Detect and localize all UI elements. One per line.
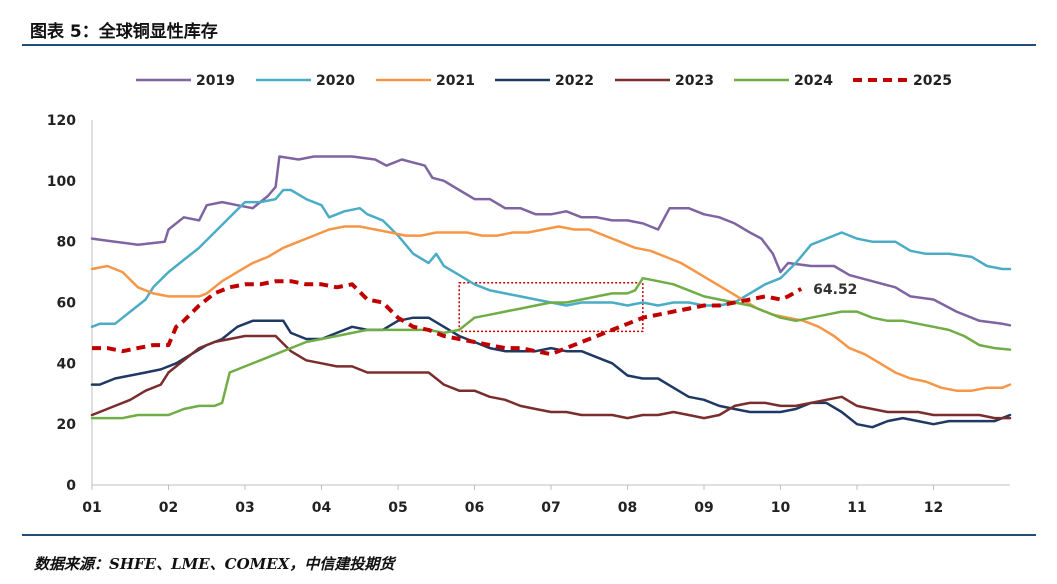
highlight-box <box>458 281 644 333</box>
y-tick-label: 40 <box>57 356 77 372</box>
y-tick-label: 120 <box>47 113 76 129</box>
series-line-2024 <box>90 276 1012 420</box>
series-line-2022 <box>90 316 1012 429</box>
legend-label-2024: 2024 <box>794 73 833 89</box>
series-line-2020 <box>90 188 1012 329</box>
chart-annotations: 64.52 <box>813 282 857 298</box>
y-tick-label: 20 <box>57 417 77 433</box>
legend-label-2020: 2020 <box>316 73 355 89</box>
chart-legend: 2019 2020 2021 2022 2023 2024 2025 <box>136 73 952 89</box>
legend-label-2019: 2019 <box>196 73 235 89</box>
x-tick-label: 02 <box>159 500 178 516</box>
y-tick-label: 60 <box>57 296 77 312</box>
bottom-rule <box>22 534 1036 536</box>
source-note: 数据来源：SHFE、LME、COMEX，中信建投期货 <box>34 555 395 573</box>
x-tick-label: 08 <box>618 500 637 516</box>
series-line-2023 <box>90 334 1012 420</box>
series-line-2025 <box>92 279 803 357</box>
x-tick-label: 03 <box>235 500 254 516</box>
x-tick-label: 06 <box>465 500 484 516</box>
x-tick-label: 07 <box>541 500 560 516</box>
legend-label-2023: 2023 <box>675 73 714 89</box>
y-tick-label: 100 <box>47 174 76 190</box>
inventory-line-chart: 2019 2020 2021 2022 2023 2024 2025 02040608010… <box>47 73 1012 516</box>
x-tick-label: 09 <box>694 500 713 516</box>
x-tick-label: 10 <box>771 500 791 516</box>
highlight-rect <box>458 281 644 333</box>
annotation-label: 64.52 <box>813 282 857 298</box>
x-tick-label: 04 <box>312 500 332 516</box>
legend-label-2025: 2025 <box>913 73 952 89</box>
x-tick-label: 01 <box>82 500 101 516</box>
top-rule <box>22 44 1036 46</box>
series-lines <box>90 155 1012 429</box>
figure-title: 图表 5：全球铜显性库存 <box>30 22 218 42</box>
series-line-2019 <box>90 155 1012 327</box>
legend-label-2021: 2021 <box>436 73 475 89</box>
legend-label-2022: 2022 <box>555 73 594 89</box>
y-tick-label: 0 <box>66 478 76 494</box>
series-line-2021 <box>90 225 1012 392</box>
chart-axes: 0 20 40 60 80 100 120 01 02 03 04 05 06 07 08 09 10 11 12 <box>47 113 1010 516</box>
x-tick-label: 05 <box>388 500 407 516</box>
x-tick-label: 11 <box>847 500 866 516</box>
y-tick-label: 80 <box>57 235 77 251</box>
x-tick-label: 12 <box>924 500 943 516</box>
